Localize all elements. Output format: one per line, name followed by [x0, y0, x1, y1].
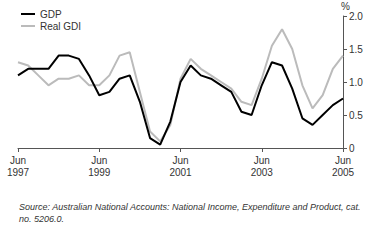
- svg-text:1999: 1999: [88, 167, 111, 178]
- svg-text:Jun: Jun: [10, 155, 26, 166]
- svg-text:2.0: 2.0: [349, 11, 363, 22]
- svg-text:2003: 2003: [251, 167, 274, 178]
- svg-text:Real GDI: Real GDI: [40, 21, 81, 32]
- svg-text:2001: 2001: [169, 167, 192, 178]
- svg-text:Jun: Jun: [91, 155, 107, 166]
- svg-text:Jun: Jun: [172, 155, 188, 166]
- svg-text:2005: 2005: [332, 167, 355, 178]
- svg-text:GDP: GDP: [40, 9, 62, 20]
- svg-text:1997: 1997: [7, 167, 30, 178]
- svg-text:Jun: Jun: [335, 155, 351, 166]
- svg-text:0: 0: [349, 143, 355, 154]
- svg-text:no. 5206.0.: no. 5206.0.: [19, 214, 64, 224]
- svg-text:1.5: 1.5: [349, 44, 363, 55]
- svg-text:Source: Australian National Ac: Source: Australian National Accounts: Na…: [19, 202, 363, 212]
- svg-text:1.0: 1.0: [349, 77, 363, 88]
- svg-text:Jun: Jun: [254, 155, 270, 166]
- svg-text:0.5: 0.5: [349, 110, 363, 121]
